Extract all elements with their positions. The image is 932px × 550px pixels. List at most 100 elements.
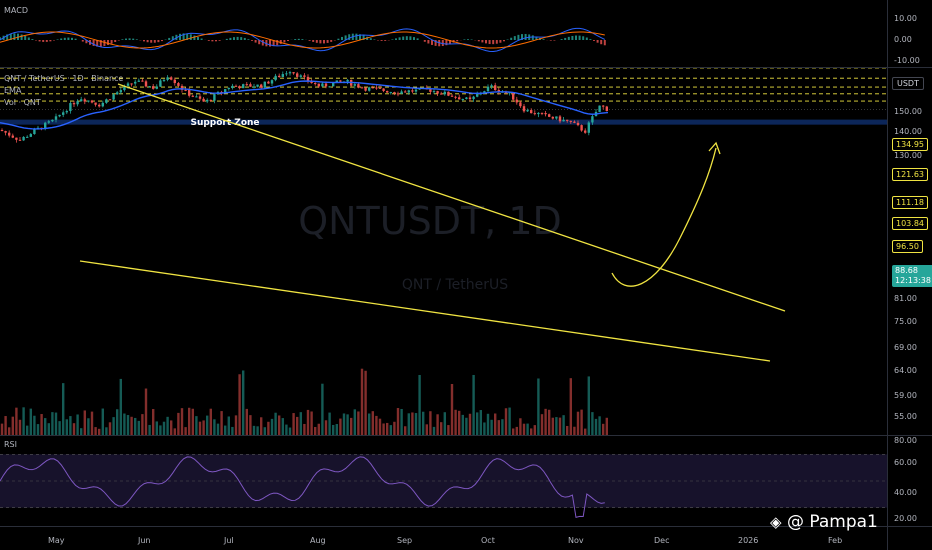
candle-body [389,92,392,94]
rsi-pane[interactable]: RSI [0,436,888,526]
candle-body [231,85,234,89]
time-label: Dec [654,536,670,545]
candle-body [144,81,148,87]
macd-histogram-bar [27,37,30,40]
macd-histogram-bar [135,39,138,40]
volume-bar [360,368,364,435]
macd-histogram-bar [589,39,592,40]
volume-bar [404,426,407,435]
candle-body [324,83,328,87]
candle-body [404,91,407,93]
candle-body [58,114,61,117]
volume-bar [375,415,378,435]
macd-pane[interactable]: MACD [0,0,888,67]
macd-histogram-bar [521,34,523,40]
volume-bar [267,421,270,435]
volume-bar [191,408,194,435]
candle-body [288,72,292,74]
candle-body [551,116,554,119]
candle-body [407,90,410,93]
macd-histogram-bar [157,40,160,43]
volume-bar [11,416,14,435]
volume-bar [292,413,295,435]
candle-body [191,95,194,97]
candle-body [198,96,202,99]
macd-histogram-bar [71,37,73,40]
candle-body [116,92,119,95]
candle-body [386,90,389,93]
price-axis[interactable]: 10.00 0.00 -10.00 USDT 150.00 140.00 130… [887,0,932,550]
volume-bar [242,370,245,435]
candle-body [378,87,382,89]
macd-histogram-bar [283,40,286,43]
candle-body [494,85,497,91]
macd-histogram-bar [60,38,63,40]
candle-body [206,99,209,102]
volume-bar [562,415,565,435]
macd-histogram-bar [81,40,84,42]
volume-bar [389,425,392,435]
candle-body [476,94,479,97]
level-badge: 103.84 [892,217,928,230]
price-pane[interactable]: QNT / TetherUS · 1D · Binance EMA Vol · … [0,68,888,435]
volume-bar [573,426,576,435]
binance-logo-icon: ◈ [770,513,782,531]
time-label: Jul [224,536,234,545]
candle-body [360,87,364,89]
volume-bar [234,415,238,435]
macd-histogram-bar [279,40,282,44]
level-badge: 121.63 [892,168,928,181]
candle-body [134,81,137,84]
macd-histogram-bar [542,39,545,40]
volume-bar [80,428,83,435]
candle-body [544,113,547,115]
macd-histogram-bar [413,37,415,40]
macd-histogram-bar [197,36,199,40]
projection-arrow [611,147,717,287]
candle-body [281,74,284,78]
volume-bar [501,419,504,435]
macd-histogram-bar [13,33,16,40]
macd-histogram-bar [143,40,145,42]
macd-histogram-bar [564,37,567,40]
candle-body [252,86,256,88]
volume-bar [62,383,65,435]
macd-histogram-bar [582,36,585,40]
candle-body [519,102,522,107]
macd-histogram-bar [593,40,595,41]
candle-body [159,80,162,87]
volume-bar [87,418,90,435]
volume-bar [522,423,526,435]
candle-body [555,116,558,119]
candle-body [202,98,205,102]
currency-button[interactable]: USDT [892,77,924,90]
macd-histogram-bar [125,38,127,40]
macd-histogram-bar [456,40,459,42]
volume-bar [436,414,439,435]
candle-body [274,75,277,81]
price-tick: 55.00 [894,412,917,421]
macd-histogram-bar [63,37,66,40]
macd-histogram-bar [362,35,365,40]
candle-body [256,84,259,87]
candle-body [440,93,443,95]
volume-bar [407,413,410,435]
volume-bar [551,417,554,435]
macd-histogram-bar [99,40,102,47]
volume-bar [350,417,353,435]
volume-bar [548,409,551,435]
volume-bar [461,414,464,435]
candle-body [436,91,439,94]
macd-histogram-bar [243,37,246,40]
candle-body [468,97,472,100]
macd-histogram-bar [441,40,444,47]
volume-bar [94,427,97,435]
candle-body [249,84,252,87]
candle-body [33,129,36,135]
macd-histogram-bar [398,37,401,40]
volume-bar [594,418,598,435]
volume-bar [497,420,500,435]
volume-bar [51,412,54,435]
volume-bar [296,416,299,435]
volume-bar [90,411,94,435]
